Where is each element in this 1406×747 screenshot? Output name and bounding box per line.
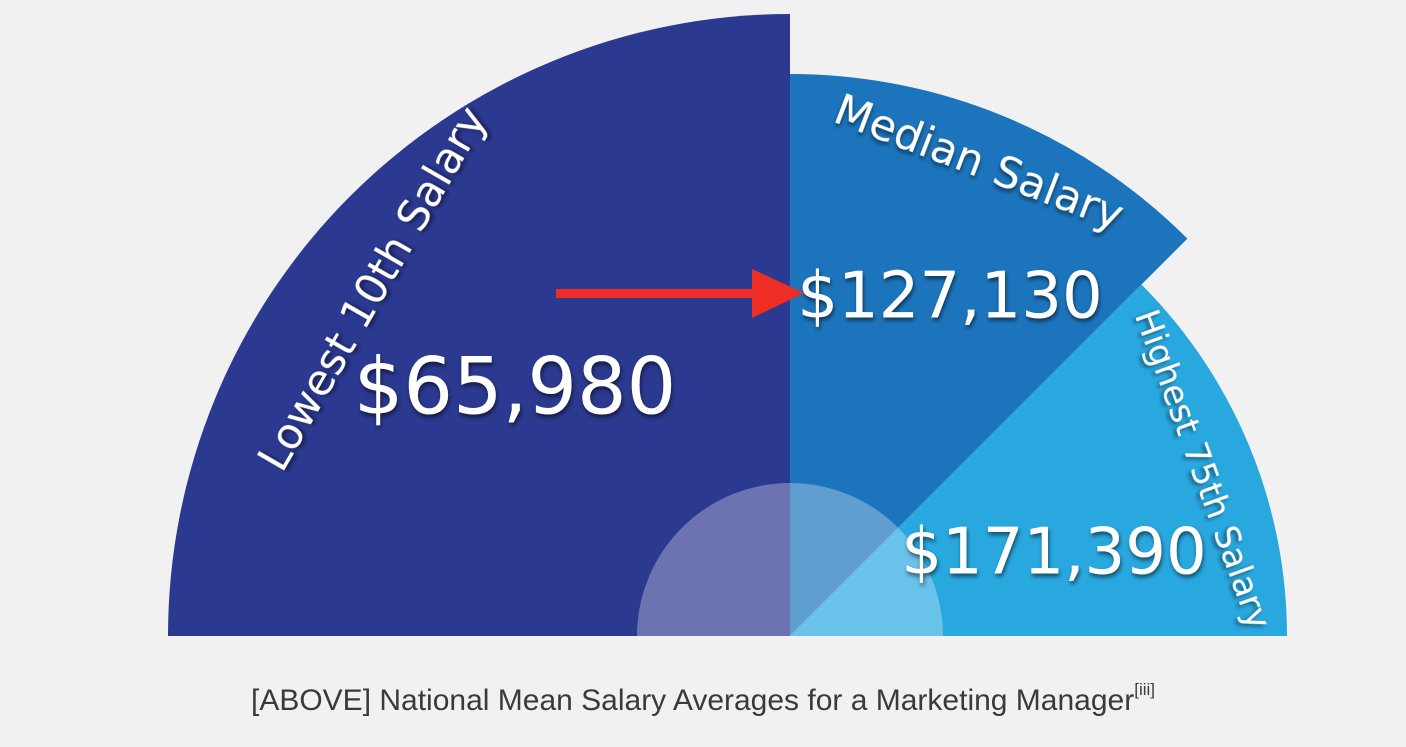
center-overlay (637, 483, 943, 636)
chart-caption: [ABOVE] National Mean Salary Averages fo… (0, 680, 1406, 718)
segment-value-median: $127,130 (797, 260, 1102, 334)
segment-value-lowest: $65,980 (354, 342, 677, 432)
annotation-arrow-shaft (556, 289, 760, 298)
caption-footnote: [iii] (1134, 680, 1155, 699)
annotation-arrow-head (752, 269, 804, 318)
segment-highest (790, 284, 1287, 636)
segment-median (790, 74, 1188, 636)
caption-text: [ABOVE] National Mean Salary Averages fo… (250, 684, 1135, 717)
segment-lowest (168, 14, 790, 636)
segment-value-highest: $171,390 (901, 516, 1206, 590)
